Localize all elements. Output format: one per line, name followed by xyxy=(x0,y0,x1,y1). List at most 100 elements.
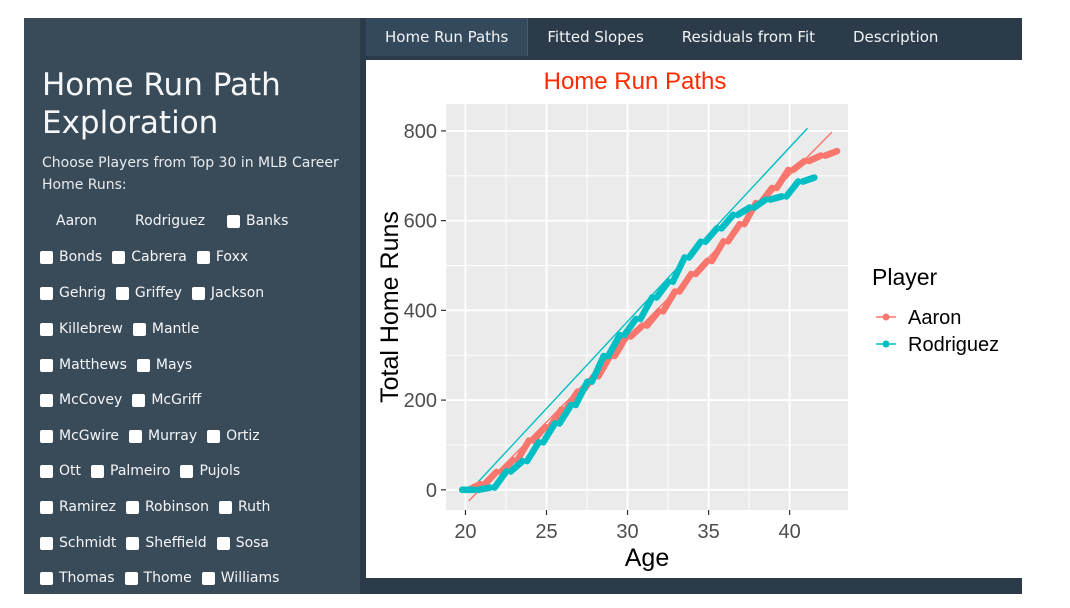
player-label-palmeiro: Palmeiro xyxy=(110,463,171,479)
player-label-mantle: Mantle xyxy=(151,321,200,337)
checkbox-box[interactable] xyxy=(196,250,210,264)
player-checkbox-ramirez[interactable]: Ramirez xyxy=(40,499,116,515)
checkbox-box[interactable] xyxy=(91,464,104,478)
point-aaron xyxy=(785,166,792,174)
player-label-sheffield: Sheffield xyxy=(145,535,207,551)
player-checkbox-ortiz[interactable]: Ortiz xyxy=(207,428,260,444)
checkbox-box[interactable] xyxy=(136,358,150,372)
player-checkbox-mays[interactable]: Mays xyxy=(136,357,193,373)
checkbox-box[interactable] xyxy=(40,429,53,443)
point-rodriguez xyxy=(567,401,575,409)
player-checkbox-rodriguez[interactable]: Rodriguez xyxy=(135,213,205,229)
player-checkbox-matthews[interactable]: Matthews xyxy=(40,357,127,373)
player-checkbox-ott[interactable]: Ott xyxy=(40,463,81,479)
player-checkbox-foxx[interactable]: Foxx xyxy=(196,249,248,265)
checkbox-box[interactable] xyxy=(201,571,215,585)
player-checkbox-killebrew[interactable]: Killebrew xyxy=(40,321,123,337)
player-checkbox-thome[interactable]: Thome xyxy=(124,570,192,586)
checkbox-box[interactable] xyxy=(218,500,232,514)
y-axis-label: Total Home Runs xyxy=(376,211,404,403)
tab-description[interactable]: Description xyxy=(853,28,939,46)
point-rodriguez xyxy=(811,174,818,181)
checkbox-box[interactable] xyxy=(40,358,53,372)
player-label-ott: Ott xyxy=(59,463,81,479)
legend: Player Aaron Rodriguez xyxy=(872,264,999,356)
player-checkbox-mantle[interactable]: Mantle xyxy=(132,321,200,337)
player-checkbox-mccovey[interactable]: McCovey xyxy=(40,392,122,408)
tab-bar: Home Run Paths Fitted Slopes Residuals f… xyxy=(366,18,1022,56)
checkbox-box[interactable] xyxy=(40,571,53,585)
checkbox-row: Gehrig Griffey Jackson xyxy=(40,282,274,304)
tab-fitted-slopes[interactable]: Fitted Slopes xyxy=(547,28,644,46)
player-checkbox-pujols[interactable]: Pujols xyxy=(180,463,240,479)
player-checkbox-sosa[interactable]: Sosa xyxy=(216,535,269,551)
player-checkbox-ruth[interactable]: Ruth xyxy=(218,499,270,515)
legend-marker-aaron xyxy=(882,313,890,321)
checkbox-box[interactable] xyxy=(40,250,53,264)
checkbox-box[interactable] xyxy=(124,571,138,585)
player-label-mays: Mays xyxy=(155,357,193,373)
point-aaron xyxy=(736,220,743,228)
legend-label-rodriguez: Rodriguez xyxy=(908,334,999,356)
y-tick-label: 800 xyxy=(404,121,437,143)
checkbox-box[interactable] xyxy=(132,322,146,336)
checkbox-row: Ramirez Robinson Ruth xyxy=(40,496,280,518)
player-label-rodriguez: Rodriguez xyxy=(135,213,205,229)
player-checkbox-sheffield[interactable]: Sheffield xyxy=(126,535,207,551)
tab-residuals-from-fit[interactable]: Residuals from Fit xyxy=(681,28,815,46)
checkbox-box[interactable] xyxy=(112,250,126,264)
point-rodriguez xyxy=(746,204,753,211)
checkbox-box[interactable] xyxy=(180,464,194,478)
player-label-murray: Murray xyxy=(148,428,198,444)
player-checkbox-thomas[interactable]: Thomas xyxy=(40,570,115,586)
checkbox-box[interactable] xyxy=(40,536,53,550)
checkbox-row: McGwire Murray Ortiz xyxy=(40,425,270,447)
point-rodriguez xyxy=(584,378,591,386)
checkbox-box[interactable] xyxy=(115,286,129,300)
player-checkbox-banks[interactable]: Banks xyxy=(226,213,288,229)
tab-home-run-paths[interactable]: Home Run Paths xyxy=(366,18,529,56)
player-checkbox-jackson[interactable]: Jackson xyxy=(191,285,264,301)
sidebar: Home Run Path Exploration Choose Players… xyxy=(24,18,360,594)
point-rodriguez xyxy=(697,238,705,245)
checkbox-box[interactable] xyxy=(207,429,221,443)
y-tick-label: 400 xyxy=(404,300,437,322)
checkbox-box[interactable] xyxy=(226,214,240,228)
player-checkbox-palmeiro[interactable]: Palmeiro xyxy=(91,463,170,479)
app-title: Home Run Path Exploration xyxy=(42,67,281,141)
player-checkbox-bonds[interactable]: Bonds xyxy=(40,249,102,265)
player-label-mcgriff: McGriff xyxy=(151,392,202,408)
checkbox-box[interactable] xyxy=(216,536,230,550)
checkbox-box[interactable] xyxy=(129,429,143,443)
checkbox-row: Thomas Thome Williams xyxy=(40,567,289,589)
player-checkbox-schmidt[interactable]: Schmidt xyxy=(40,535,116,551)
player-checkbox-mcgwire[interactable]: McGwire xyxy=(40,428,119,444)
app-window: Home Run Path Exploration Choose Players… xyxy=(24,18,1022,594)
checkbox-box[interactable] xyxy=(126,536,140,550)
checkbox-box[interactable] xyxy=(40,322,53,336)
player-label-gehrig: Gehrig xyxy=(59,285,106,301)
y-tick-label: 600 xyxy=(404,211,437,233)
player-label-schmidt: Schmidt xyxy=(59,535,117,551)
checkbox-box[interactable] xyxy=(132,393,146,407)
player-checkbox-murray[interactable]: Murray xyxy=(129,428,197,444)
checkbox-box[interactable] xyxy=(40,464,53,478)
checkbox-box[interactable] xyxy=(191,286,205,300)
checkbox-box[interactable] xyxy=(40,500,53,514)
checkbox-box[interactable] xyxy=(125,500,139,514)
player-label-williams: Williams xyxy=(220,570,280,586)
checkbox-box[interactable] xyxy=(40,393,53,407)
player-checkbox-aaron[interactable]: Aaron xyxy=(56,213,97,229)
player-checkbox-griffey[interactable]: Griffey xyxy=(115,285,182,301)
player-checkbox-cabrera[interactable]: Cabrera xyxy=(112,249,187,265)
point-rodriguez xyxy=(713,225,721,232)
x-tick-label: 35 xyxy=(697,521,719,543)
legend-label-aaron: Aaron xyxy=(908,307,961,329)
x-tick-label: 25 xyxy=(535,521,557,543)
checkbox-box[interactable] xyxy=(40,286,53,300)
y-tick-label: 200 xyxy=(404,390,437,412)
player-checkbox-robinson[interactable]: Robinson xyxy=(125,499,209,515)
player-checkbox-gehrig[interactable]: Gehrig xyxy=(40,285,106,301)
player-checkbox-williams[interactable]: Williams xyxy=(201,570,280,586)
player-checkbox-mcgriff[interactable]: McGriff xyxy=(132,392,201,408)
